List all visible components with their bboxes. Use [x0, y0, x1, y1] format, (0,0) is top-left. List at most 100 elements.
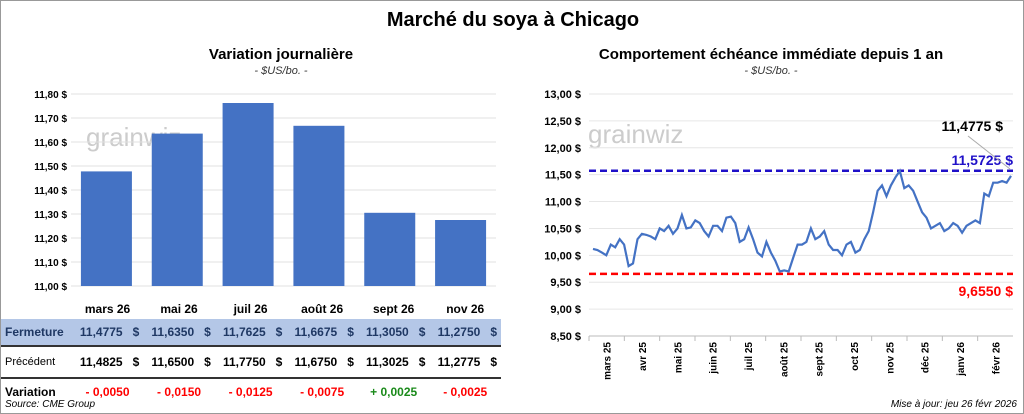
- x-tick-label: mai 25: [673, 342, 684, 374]
- currency-symbol: $: [132, 355, 140, 369]
- close-cell: 11,7625 $: [214, 319, 287, 347]
- prev-cell: 11,4825 $: [71, 346, 144, 379]
- currency-symbol: $: [490, 325, 497, 339]
- y-tick-label: 11,50 $: [34, 162, 67, 173]
- close-cell: 11,4775 $: [71, 319, 144, 347]
- min-label: 9,6550 $: [959, 283, 1014, 299]
- y-tick-label: 11,20 $: [34, 234, 67, 245]
- close-value: 11,6350: [151, 325, 195, 339]
- y-tick-label: 11,40 $: [34, 186, 67, 197]
- y-tick-label: 11,10 $: [34, 258, 67, 269]
- close-value: 11,2750: [437, 325, 481, 339]
- currency-symbol: $: [347, 325, 354, 339]
- price-line: [592, 168, 1012, 273]
- x-tick-label: juin 25: [709, 342, 720, 375]
- x-tick-label: sept 25: [815, 342, 826, 377]
- variation-cell: - 0,0125: [228, 385, 273, 399]
- callout-leader: [967, 135, 1011, 170]
- y-tick-label: 11,70 $: [34, 114, 67, 125]
- prev-value: 11,4825: [79, 355, 123, 369]
- y-tick-label: 13,00 $: [544, 89, 581, 101]
- currency-symbol: $: [275, 355, 283, 369]
- close-value: 11,4775: [79, 325, 123, 339]
- prev-cell: 11,3025 $: [357, 346, 430, 379]
- bar: [80, 171, 132, 286]
- x-tick-label: avr 25: [638, 342, 649, 371]
- y-tick-label: 11,00 $: [545, 197, 581, 209]
- y-tick-label: 8,50 $: [550, 331, 581, 343]
- month-header: mai 26: [160, 302, 198, 316]
- y-tick-label: 11,60 $: [34, 138, 67, 149]
- left-chart-title: Variation journalière: [208, 46, 354, 63]
- month-header: mars 26: [84, 302, 131, 316]
- variation-cell: + 0,0025: [370, 385, 418, 399]
- y-tick-label: 12,50 $: [544, 116, 581, 128]
- watermark-logo: grainwiz: [588, 119, 683, 149]
- page-title: Marché du soya à Chicago: [386, 9, 640, 31]
- y-tick-label: 9,00 $: [550, 304, 581, 316]
- month-header: juil 26: [233, 302, 268, 316]
- close-value: 11,6675: [294, 325, 338, 339]
- bar: [293, 125, 345, 286]
- month-header: août 26: [301, 302, 344, 316]
- variation-cell: - 0,0050: [85, 385, 130, 399]
- prev-cell: 11,7750 $: [214, 346, 287, 379]
- x-tick-label: oct 25: [850, 342, 861, 371]
- bar: [364, 212, 416, 286]
- bar: [151, 133, 203, 286]
- y-tick-label: 9,50 $: [550, 277, 581, 289]
- currency-symbol: $: [204, 325, 211, 339]
- line-chart: grainwiz 8,50 $ 9,00 $ 9,50 $ 10,00 $ 10,50 …: [544, 89, 1014, 380]
- x-tick-label: mars 25: [603, 342, 614, 380]
- x-tick-label: août 25: [779, 342, 790, 377]
- variation-cell: - 0,0150: [157, 385, 202, 399]
- max-label: 11,5725 $: [951, 152, 1013, 168]
- currency-symbol: $: [418, 325, 426, 339]
- y-tick-label: 11,00 $: [34, 282, 67, 293]
- currency-symbol: $: [275, 325, 283, 339]
- prev-value: 11,7750: [222, 355, 266, 369]
- y-tick-label: 10,50 $: [544, 223, 581, 235]
- variation-cell: - 0,0075: [300, 385, 345, 399]
- y-tick-label: 11,50 $: [545, 170, 581, 182]
- row-label-close: Fermeture: [1, 319, 72, 347]
- x-tick-label: déc 25: [921, 342, 932, 374]
- close-cell: 11,2750 $: [429, 319, 501, 347]
- prices-table: mars 26 mai 26 juil 26 août 26 sept 26 nov 26…: [1, 299, 501, 405]
- prev-value: 11,6750: [294, 355, 338, 369]
- prev-cell: 11,6750 $: [286, 346, 358, 379]
- y-tick-label: 12,00 $: [544, 143, 581, 155]
- row-label-var: Variation: [5, 385, 56, 399]
- y-tick-label: 11,80 $: [34, 90, 67, 101]
- close-cell: 11,6350 $: [143, 319, 215, 347]
- variation-cell: - 0,0025: [443, 385, 488, 399]
- currency-symbol: $: [347, 355, 354, 369]
- prev-value: 11,6500: [151, 355, 195, 369]
- prev-value: 11,2775: [437, 355, 481, 369]
- month-header: nov 26: [446, 302, 485, 316]
- x-tick-label: juil 25: [744, 342, 755, 372]
- x-tick-label: nov 25: [885, 342, 896, 374]
- last-price-label: 11,4775 $: [941, 118, 1003, 134]
- right-chart-title: Comportement échéance immédiate depuis 1…: [598, 46, 944, 63]
- bar: [222, 103, 274, 286]
- prev-cell: 11,6500 $: [143, 346, 215, 379]
- x-tick-label: janv 26: [956, 342, 967, 377]
- currency-symbol: $: [418, 355, 426, 369]
- update-date: Mise à jour: jeu 26 févr 2026: [890, 399, 1017, 410]
- currency-symbol: $: [204, 355, 211, 369]
- currency-symbol: $: [132, 325, 140, 339]
- close-cell: 11,3050 $: [357, 319, 430, 347]
- x-tick-label: févr 26: [991, 342, 1002, 375]
- left-chart-unit: - $US/bo. -: [254, 65, 308, 77]
- currency-symbol: $: [490, 355, 497, 369]
- y-tick-label: 10,00 $: [544, 250, 581, 262]
- close-value: 11,7625: [222, 325, 266, 339]
- source-note: Source: CME Group: [5, 399, 96, 410]
- y-tick-label: 11,30 $: [34, 210, 67, 221]
- right-chart-unit: - $US/bo. -: [744, 65, 798, 77]
- close-cell: 11,6675 $: [286, 319, 358, 347]
- bar: [435, 220, 487, 286]
- row-label-prev: Précédent: [1, 346, 72, 379]
